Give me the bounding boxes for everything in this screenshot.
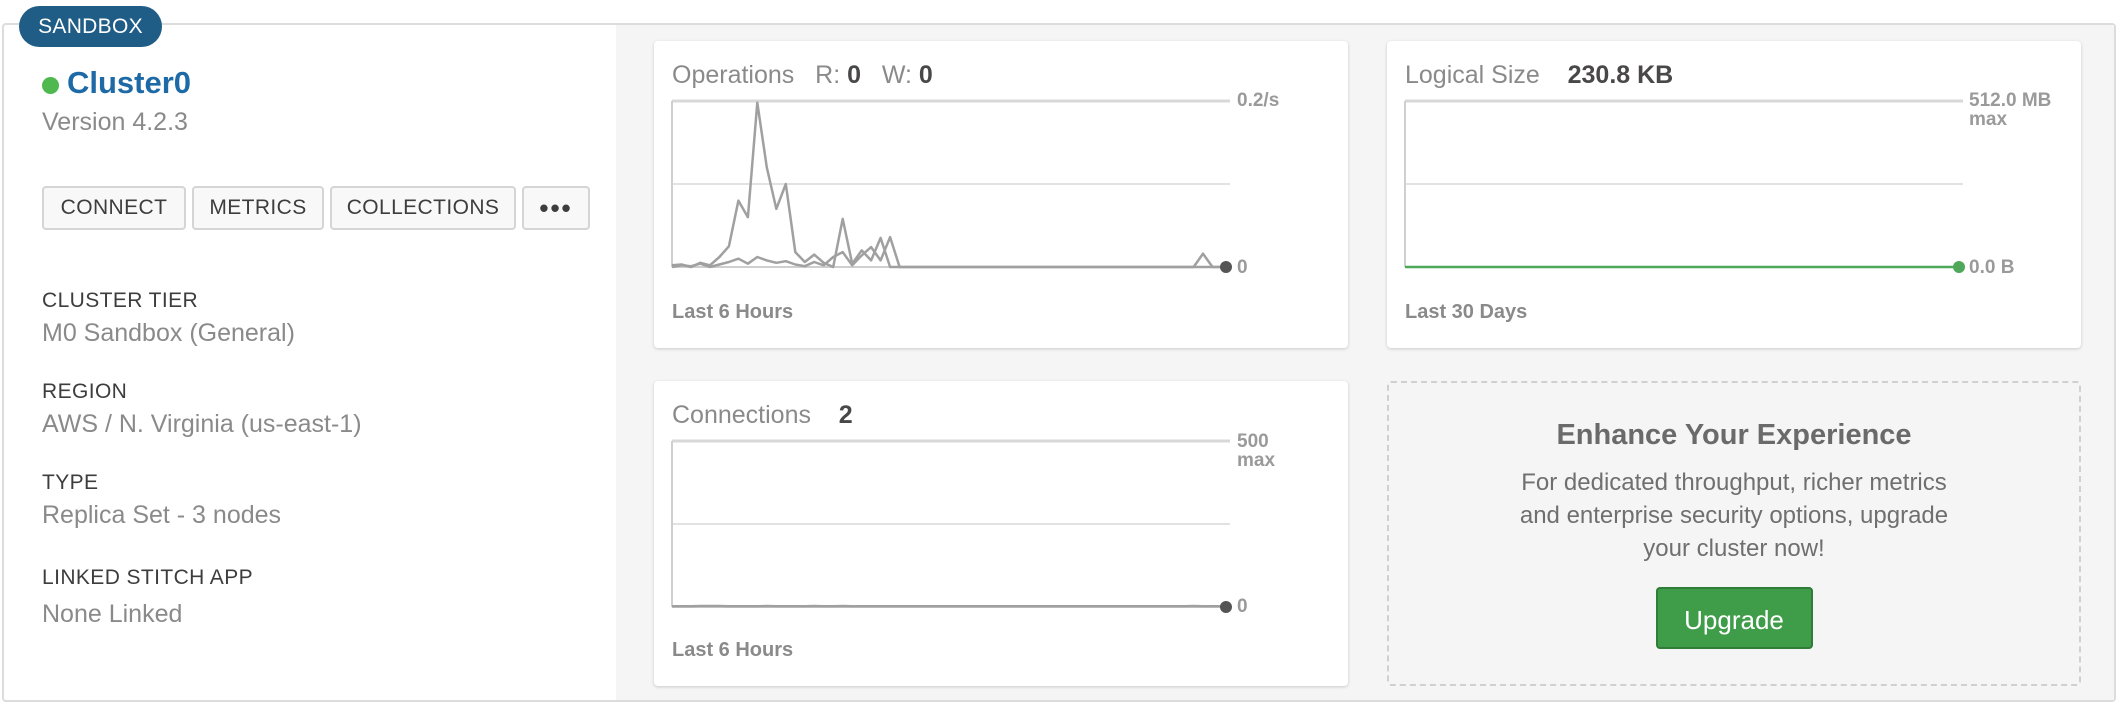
logical-size-max-label: 512.0 MB max [1969, 90, 2052, 130]
upgrade-promo-title: Enhance Your Experience [1556, 419, 1912, 451]
cluster-info-panel: Cluster0 Version 4.2.3 CONNECT METRICS C… [4, 25, 616, 700]
upgrade-button[interactable]: Upgrade [1655, 587, 1813, 649]
sandbox-badge: SANDBOX [19, 6, 162, 47]
cluster-tier-value: M0 Sandbox (General) [42, 319, 295, 347]
logical-size-chart-current-point [1953, 261, 1965, 273]
metrics-button[interactable]: METRICS [192, 186, 324, 230]
status-dot-icon [42, 76, 59, 94]
region-label: REGION [42, 380, 128, 403]
connections-period: Last 6 Hours [672, 639, 794, 661]
logical-size-period: Last 30 Days [1405, 301, 1528, 323]
cluster-tier-label: CLUSTER TIER [42, 289, 199, 312]
more-options-button[interactable]: ••• [522, 186, 590, 230]
cluster-name-link[interactable]: Cluster0 [67, 65, 192, 100]
type-label: TYPE [42, 471, 99, 494]
connections-chart [671, 439, 1232, 613]
connections-card[interactable]: Connections 2 500 max 0 Last 6 Hours [654, 381, 1348, 686]
logical-size-value: 230.8 KB [1567, 61, 1674, 89]
operations-period: Last 6 Hours [672, 301, 794, 323]
operations-chart-series-1 [671, 235, 1222, 269]
type-value: Replica Set - 3 nodes [42, 501, 282, 529]
operations-card[interactable]: Operations R: 0 W: 0 0.2/s 0 Last 6 Hour… [654, 41, 1348, 348]
linked-stitch-app-label: LINKED STITCH APP [42, 566, 254, 589]
logical-size-title: Logical Size 230.8 KB [1405, 61, 1674, 89]
operations-title: Operations R: 0 W: 0 [672, 61, 933, 89]
operations-chart-current-point [1220, 261, 1232, 273]
upgrade-promo: Enhance Your Experience For dedicated th… [1387, 381, 2081, 686]
cluster-actions: CONNECT METRICS COLLECTIONS ••• [42, 186, 590, 230]
connections-max-label: 500 max [1237, 431, 1276, 471]
connections-min-label: 0 [1237, 596, 1248, 617]
logical-size-card[interactable]: Logical Size 230.8 KB 512.0 MB max 0.0 B … [1387, 41, 2081, 348]
connections-chart-current-point [1220, 601, 1232, 613]
region-value: AWS / N. Virginia (us-east-1) [42, 410, 362, 438]
connect-button[interactable]: CONNECT [42, 186, 186, 230]
operations-min-label: 0 [1237, 257, 1248, 278]
operations-read-value: 0 [847, 61, 861, 89]
operations-chart [671, 99, 1232, 273]
connections-title: Connections 2 [672, 401, 853, 429]
upgrade-promo-text: For dedicated throughput, richer metrics… [1519, 469, 1949, 562]
linked-stitch-app-value: None Linked [42, 600, 183, 628]
logical-size-min-label: 0.0 B [1969, 257, 2015, 278]
collections-button[interactable]: COLLECTIONS [330, 186, 516, 230]
logical-size-chart [1404, 99, 1965, 273]
cluster-version: Version 4.2.3 [42, 108, 188, 136]
operations-max-label: 0.2/s [1237, 90, 1280, 111]
connections-value: 2 [838, 401, 853, 429]
operations-write-value: 0 [918, 61, 933, 89]
cluster-title: Cluster0 [42, 65, 191, 101]
